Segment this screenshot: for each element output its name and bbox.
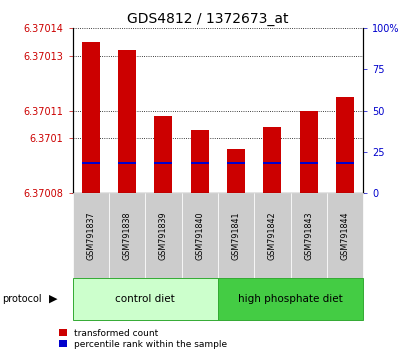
Bar	[263, 162, 281, 164]
Bar	[227, 149, 245, 193]
Text: GSM791840: GSM791840	[195, 211, 204, 260]
Bar	[336, 97, 354, 193]
Text: ▶: ▶	[49, 294, 57, 304]
Bar	[190, 130, 209, 193]
Text: GSM791838: GSM791838	[122, 211, 132, 260]
Bar	[82, 162, 100, 164]
Bar	[154, 116, 173, 193]
Text: protocol: protocol	[2, 294, 42, 304]
Bar	[300, 110, 318, 193]
Bar	[227, 162, 245, 164]
Bar	[300, 162, 318, 164]
Legend: transformed count, percentile rank within the sample: transformed count, percentile rank withi…	[59, 328, 228, 349]
Text: GSM791841: GSM791841	[232, 211, 241, 260]
Text: GDS4812 / 1372673_at: GDS4812 / 1372673_at	[127, 12, 288, 27]
Text: GSM791843: GSM791843	[304, 211, 313, 260]
Text: high phosphate diet: high phosphate diet	[238, 294, 343, 304]
Bar	[82, 42, 100, 193]
Text: GSM791837: GSM791837	[86, 211, 95, 260]
Bar	[154, 162, 173, 164]
Bar	[336, 162, 354, 164]
Text: GSM791842: GSM791842	[268, 211, 277, 260]
Bar	[118, 162, 136, 164]
Text: control diet: control diet	[115, 294, 175, 304]
Text: GSM791844: GSM791844	[340, 211, 349, 260]
Bar	[118, 50, 136, 193]
Bar	[263, 127, 281, 193]
Bar	[190, 162, 209, 164]
Text: GSM791839: GSM791839	[159, 211, 168, 260]
